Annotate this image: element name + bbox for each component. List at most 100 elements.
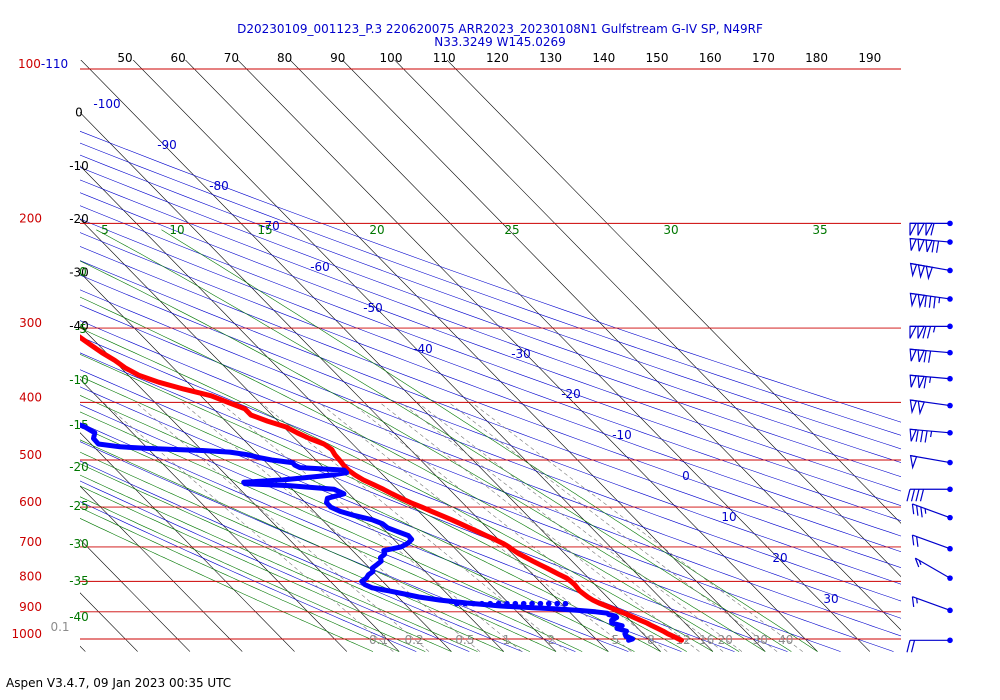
moist-adiabat <box>96 229 792 652</box>
moist-adiabat-label: 15 <box>257 223 272 237</box>
dry-adiabat <box>80 218 901 522</box>
isotherm <box>446 60 901 524</box>
dewpoint-point <box>504 600 510 607</box>
dry-adiabat-label: 30 <box>823 592 838 606</box>
dry-adiabat-label: 10 <box>721 510 736 524</box>
wind-barb-full <box>923 376 927 389</box>
wind-barb-full <box>919 489 925 502</box>
pressure-label: 600 <box>19 495 42 509</box>
top-temp-label: 180 <box>805 51 828 65</box>
top-temp-label: 120 <box>486 51 509 65</box>
wind-barb-staff <box>915 557 951 579</box>
moist-adiabat-label: 30 <box>663 223 678 237</box>
wind-barb-full <box>928 350 932 363</box>
top-temp-label: 150 <box>646 51 669 65</box>
wind-barb-flag <box>909 237 918 251</box>
dewpoint-point <box>487 600 494 607</box>
dry-adiabat-label: -100 <box>93 97 120 111</box>
dry-adiabat-label: -30 <box>511 347 531 361</box>
isotherm <box>289 60 871 652</box>
dry-adiabat-label: -60 <box>310 260 330 274</box>
dry-adiabat-label: -50 <box>363 301 383 315</box>
wind-barb <box>911 503 953 521</box>
dry-adiabat <box>80 320 901 637</box>
isotherm <box>80 272 452 652</box>
dry-adiabat <box>80 142 901 436</box>
wind-barb <box>909 292 953 309</box>
top-temp-label: 100 <box>380 51 403 65</box>
wind-barb-full <box>906 640 911 653</box>
isotherm <box>80 485 243 652</box>
dry-adiabat <box>80 246 901 553</box>
wind-barb-half <box>938 297 941 304</box>
wind-barb <box>909 399 953 416</box>
dewpoint-point <box>529 600 535 607</box>
wind-barb-flag <box>909 454 918 470</box>
moist-adiabat-label: -30 <box>69 537 89 551</box>
mixing-ratio-line <box>260 402 567 652</box>
dewpoint-point <box>520 600 527 607</box>
mixing-ratio-line <box>417 402 743 652</box>
isotherm <box>80 645 86 652</box>
moist-adiabat <box>80 518 374 652</box>
wind-barb-flag <box>917 325 925 339</box>
mixing-ratio-line <box>379 402 700 652</box>
moist-adiabat-label: -5 <box>75 322 87 336</box>
wind-barb-flag <box>909 222 917 236</box>
wind-barb-full <box>911 596 915 607</box>
chart-title: D20230109_001123_P.3 220620075 ARR2023_2… <box>237 22 763 36</box>
wind-barb-flag <box>925 239 933 253</box>
moist-adiabat-label: 25 <box>504 223 519 237</box>
moist-adiabat <box>80 451 531 652</box>
wind-barb-staff <box>910 428 951 434</box>
wind-barb-full <box>928 296 932 308</box>
wind-barb-flag <box>917 400 926 416</box>
moist-adiabat <box>80 395 635 652</box>
moist-adiabat-label: 5 <box>101 223 109 237</box>
moist-adiabat <box>80 463 504 652</box>
mixing-ratio-label: 0.1 <box>369 633 388 647</box>
mixing-ratio-label: 40 <box>778 633 793 647</box>
wind-barb-flag <box>909 292 918 308</box>
wind-barb <box>911 596 953 614</box>
moist-adiabat-label: -40 <box>69 610 89 624</box>
top-temp-label: 130 <box>539 51 562 65</box>
dry-adiabat-label: -20 <box>561 387 581 401</box>
wind-barb-flag <box>917 293 926 309</box>
pressure-label: 700 <box>19 535 42 549</box>
dewpoint-point <box>537 600 544 607</box>
dewpoint-point <box>554 600 560 607</box>
wind-barb-full <box>933 296 936 309</box>
mixing-ratio-line <box>102 402 394 652</box>
mixing-ratio-line <box>181 402 481 652</box>
wind-barb-flag <box>925 265 934 281</box>
pressure-label: 500 <box>19 448 42 462</box>
top-temp-label: 110 <box>433 51 456 65</box>
dry-adiabat <box>80 289 901 602</box>
wind-barb-full <box>916 505 919 516</box>
mixing-ratio-line <box>350 402 668 652</box>
mixing-ratio-label: 2 <box>547 633 555 647</box>
pressure-label: 400 <box>19 390 42 404</box>
moist-adiabat-label: -10 <box>69 373 89 387</box>
wind-barb <box>911 534 953 552</box>
dry-adiabat <box>80 369 788 652</box>
moist-adiabat <box>80 426 583 652</box>
dry-adiabat-label: 20 <box>772 551 787 565</box>
isotherm <box>0 31 33 651</box>
dry-adiabat <box>80 130 901 423</box>
wind-barb-flag <box>909 325 917 339</box>
wind-barb <box>909 374 953 389</box>
wind-barb-full <box>923 350 927 363</box>
isotherm-label: 0 <box>75 105 83 119</box>
top-temp-label: 60 <box>171 51 186 65</box>
mixing-ratio-line <box>135 402 430 652</box>
mixing-ratio-label: 1 <box>503 633 511 647</box>
wind-barb-full <box>924 430 928 443</box>
wind-barb-staff <box>912 503 951 519</box>
wind-barb-full <box>916 536 919 547</box>
dewpoint-point <box>453 600 460 607</box>
mixing-ratio-label: 0.5 <box>455 633 474 647</box>
mixing-ratio-label: 5 <box>612 633 620 647</box>
